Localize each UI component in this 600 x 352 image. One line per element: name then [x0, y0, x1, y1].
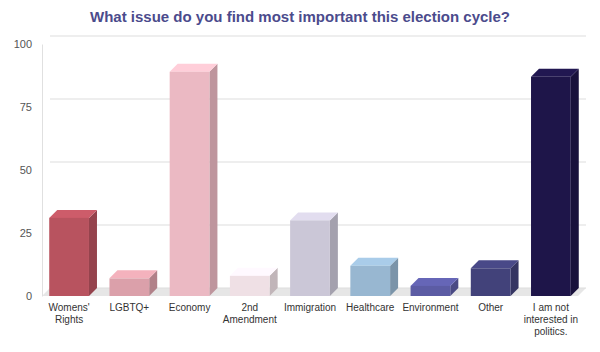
bar-top: [531, 69, 579, 77]
x-tick-label: Immigration: [284, 302, 336, 313]
x-tick-label: LGBTQ+: [109, 302, 149, 313]
bar-group: [170, 64, 218, 296]
bar-top: [350, 258, 398, 266]
y-axis: 0 25 50 75 100: [14, 38, 43, 302]
x-axis-line: [43, 296, 579, 297]
x-tick: Womens'Rights: [49, 296, 90, 325]
y-axis-line: [42, 45, 43, 297]
bar-group: [49, 210, 97, 296]
bar-top: [170, 64, 218, 72]
grid-line: [50, 99, 586, 100]
y-tick: 0: [26, 290, 42, 302]
bar: [290, 220, 330, 296]
y-tick-label: 0: [26, 290, 32, 302]
bar: [471, 268, 511, 296]
x-tick-label: Economy: [169, 302, 211, 313]
bar-side: [330, 212, 338, 296]
grid-line: [50, 36, 586, 37]
bar-top: [411, 278, 459, 286]
bar-top: [471, 260, 519, 268]
y-tick-label: 50: [20, 164, 32, 176]
bar: [109, 278, 149, 296]
bar-top: [49, 210, 97, 218]
x-tick-label-line: LGBTQ+: [109, 302, 149, 313]
bar-group: [109, 270, 157, 296]
bar-group: [350, 258, 398, 296]
x-axis: Womens'Rights LGBTQ+ Economy 2ndAmendment Im…: [43, 296, 579, 337]
bar: [49, 218, 89, 296]
bar: [170, 72, 210, 296]
x-tick-label: Environment: [402, 302, 458, 313]
x-tick-label-line: Rights: [55, 314, 83, 325]
y-tick-label: 75: [20, 101, 32, 113]
x-tick: LGBTQ+: [109, 296, 149, 313]
chart: What issue do you find most important th…: [0, 0, 600, 352]
x-tick-label: Healthcare: [346, 302, 395, 313]
bar-group: [230, 268, 278, 296]
title: What issue do you find most important th…: [90, 8, 510, 25]
y-tick: 75: [20, 101, 42, 113]
x-tick: Economy: [169, 296, 211, 313]
x-tick: Other: [478, 296, 504, 313]
y-tick: 50: [20, 164, 42, 176]
y-tick: 100: [14, 38, 42, 50]
bar-side: [209, 64, 217, 296]
bar-side: [571, 69, 579, 296]
x-tick-label-line: interested in: [524, 314, 578, 325]
bar: [230, 276, 270, 296]
bar-side: [89, 210, 97, 296]
bar-group: [290, 212, 338, 296]
y-tick-label: 25: [20, 227, 32, 239]
x-tick-label-line: I am not: [533, 302, 569, 313]
x-tick-label-line: Womens': [49, 302, 90, 313]
bar: [350, 266, 390, 296]
x-tick: I am notinterested inpolitics.: [524, 296, 578, 337]
x-tick-label-line: politics.: [534, 326, 567, 337]
bar: [531, 77, 571, 296]
bar: [411, 286, 451, 296]
x-tick-label-line: Healthcare: [346, 302, 395, 313]
bar-top: [290, 212, 338, 220]
bar-top: [109, 270, 157, 278]
bar-group: [531, 69, 579, 296]
bars: [49, 64, 579, 296]
x-tick-label: 2ndAmendment: [223, 302, 277, 325]
x-tick-label-line: Amendment: [223, 314, 277, 325]
y-tick: 25: [20, 227, 42, 239]
x-tick: Immigration: [284, 296, 336, 313]
bar-top: [230, 268, 278, 276]
bar-group: [471, 260, 519, 296]
x-tick-label-line: Immigration: [284, 302, 336, 313]
x-tick-label-line: Other: [478, 302, 504, 313]
x-tick: 2ndAmendment: [223, 296, 277, 325]
x-tick-label: I am notinterested inpolitics.: [524, 302, 578, 337]
x-tick-label-line: Environment: [402, 302, 458, 313]
x-tick: Environment: [402, 296, 458, 313]
y-tick-label: 100: [14, 38, 32, 50]
x-tick-label-line: 2nd: [241, 302, 258, 313]
x-tick-label: Other: [478, 302, 504, 313]
x-tick: Healthcare: [346, 296, 395, 313]
x-tick-label-line: Economy: [169, 302, 211, 313]
grid-line: [50, 162, 586, 163]
bar-group: [411, 278, 459, 296]
x-tick-label: Womens'Rights: [49, 302, 90, 325]
